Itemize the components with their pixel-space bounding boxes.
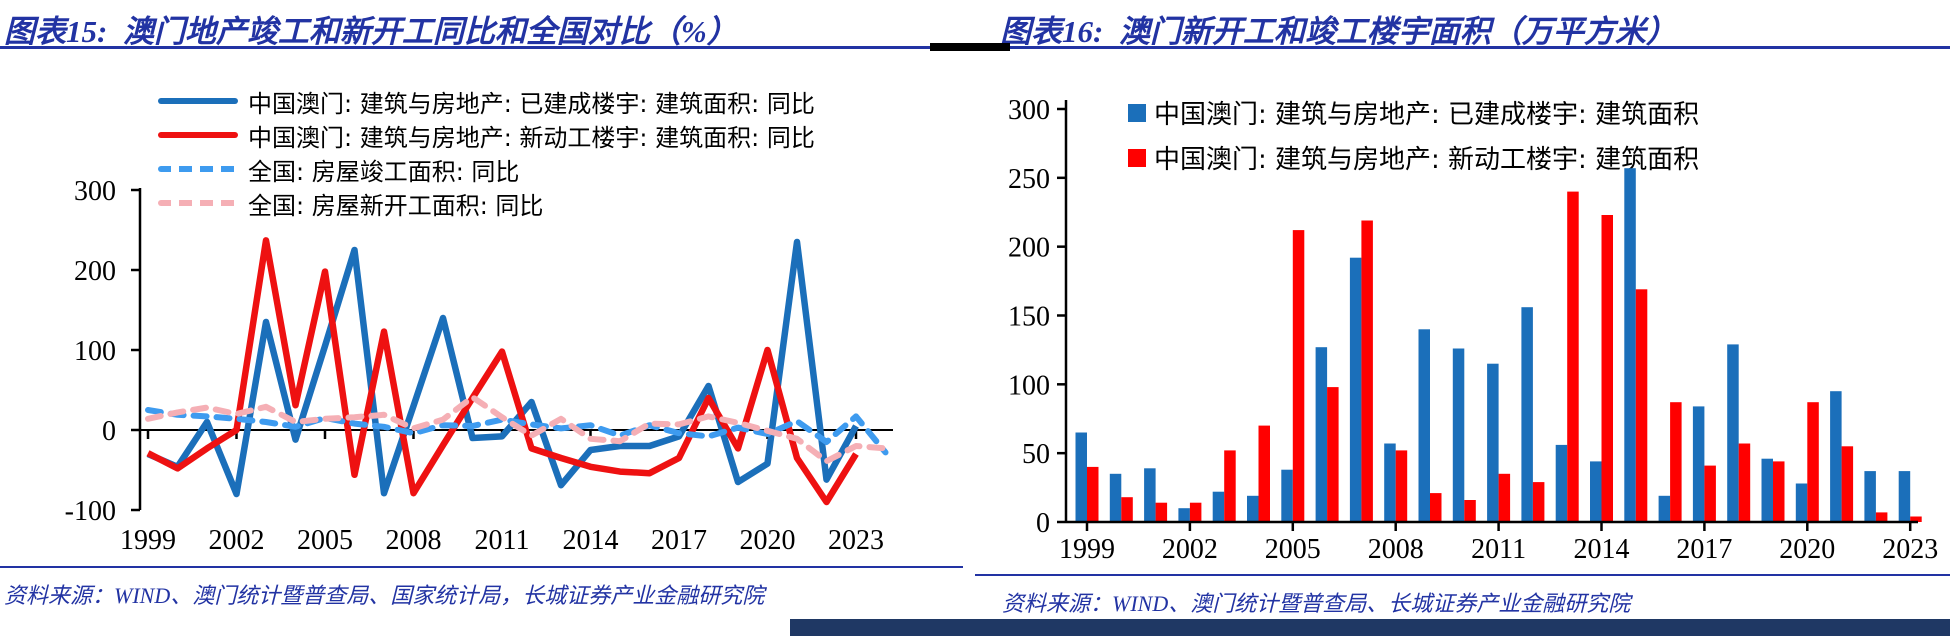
svg-text:2005: 2005	[1265, 534, 1321, 565]
left-footer-rule	[0, 566, 963, 568]
svg-text:100: 100	[1008, 370, 1050, 401]
legend-item: 中国澳门: 建筑与房地产: 已建成楼宇: 建筑面积	[1128, 90, 1699, 135]
svg-text:2017: 2017	[651, 525, 707, 556]
pink-dashed-line-swatch	[158, 200, 238, 206]
blue-bar-swatch	[1128, 103, 1146, 122]
legend-label: 中国澳门: 建筑与房地产: 新动工楼宇: 建筑面积: 同比	[248, 123, 815, 152]
left-source-note: 资料来源：WIND、澳门统计暨普查局、国家统计局，长城证券产业金融研究院	[4, 583, 765, 608]
legend-item: 中国澳门: 建筑与房地产: 新动工楼宇: 建筑面积: 同比	[158, 118, 815, 152]
blue-solid-line-swatch	[158, 98, 238, 104]
svg-text:2008: 2008	[386, 525, 442, 556]
svg-text:2011: 2011	[475, 525, 530, 556]
title-rule-black-segment	[930, 43, 1010, 51]
right-title-rule	[988, 46, 1950, 49]
right-chart-title: 图表16: 澳门新开工和竣工楼宇面积（万平方米）	[1000, 14, 1677, 49]
bar-chart-macau-floor-area: 300 250 200 150 100 50 0 1999 2002 2005 2008 2011 20…	[1008, 95, 1938, 565]
svg-text:300: 300	[1008, 95, 1050, 126]
svg-text:250: 250	[1008, 164, 1050, 195]
legend-label: 中国澳门: 建筑与房地产: 已建成楼宇: 建筑面积	[1154, 100, 1700, 130]
svg-text:2005: 2005	[297, 525, 353, 556]
legend-item: 全国: 房屋竣工面积: 同比	[158, 152, 815, 186]
right-footer-rule	[975, 574, 1950, 576]
svg-text:200: 200	[74, 256, 116, 287]
svg-text:2011: 2011	[1471, 534, 1526, 565]
left-chart-legend: 中国澳门: 建筑与房地产: 已建成楼宇: 建筑面积: 同比 中国澳门: 建筑与房…	[158, 84, 815, 220]
svg-text:2002: 2002	[209, 525, 265, 556]
svg-text:2020: 2020	[740, 525, 796, 556]
svg-text:0: 0	[102, 416, 116, 447]
left-title-rule	[0, 46, 962, 49]
legend-label: 全国: 房屋新开工面积: 同比	[248, 191, 544, 220]
svg-text:2020: 2020	[1779, 534, 1835, 565]
svg-text:2014: 2014	[563, 525, 619, 556]
svg-text:200: 200	[1008, 233, 1050, 264]
right-source-note: 资料来源：WIND、澳门统计暨普查局、长城证券产业金融研究院	[1002, 591, 1631, 616]
svg-text:1999: 1999	[120, 525, 176, 556]
svg-text:50: 50	[1022, 439, 1050, 470]
page-bottom-band	[790, 619, 1950, 636]
svg-text:300: 300	[74, 176, 116, 207]
left-chart-title: 图表15: 澳门地产竣工和新开工同比和全国对比（%）	[4, 14, 738, 49]
legend-label: 中国澳门: 建筑与房地产: 新动工楼宇: 建筑面积	[1154, 145, 1700, 175]
svg-text:100: 100	[74, 336, 116, 367]
svg-text:2002: 2002	[1162, 534, 1218, 565]
svg-text:2008: 2008	[1368, 534, 1424, 565]
svg-text:-100: -100	[65, 496, 116, 527]
legend-label: 全国: 房屋竣工面积: 同比	[248, 157, 520, 186]
right-chart-legend: 中国澳门: 建筑与房地产: 已建成楼宇: 建筑面积 中国澳门: 建筑与房地产: …	[1128, 90, 1699, 180]
legend-label: 中国澳门: 建筑与房地产: 已建成楼宇: 建筑面积: 同比	[248, 89, 815, 118]
svg-text:2017: 2017	[1676, 534, 1732, 565]
svg-text:1999: 1999	[1059, 534, 1115, 565]
legend-item: 中国澳门: 建筑与房地产: 新动工楼宇: 建筑面积	[1128, 135, 1699, 180]
red-bar-swatch	[1128, 148, 1146, 167]
svg-text:2023: 2023	[1882, 534, 1938, 565]
blue-dashed-line-swatch	[158, 166, 238, 172]
red-solid-line-swatch	[158, 132, 238, 138]
svg-text:150: 150	[1008, 301, 1050, 332]
legend-item: 全国: 房屋新开工面积: 同比	[158, 186, 815, 220]
svg-text:0: 0	[1036, 508, 1050, 539]
legend-item: 中国澳门: 建筑与房地产: 已建成楼宇: 建筑面积: 同比	[158, 84, 815, 118]
svg-text:2023: 2023	[828, 525, 884, 556]
svg-text:2014: 2014	[1574, 534, 1630, 565]
